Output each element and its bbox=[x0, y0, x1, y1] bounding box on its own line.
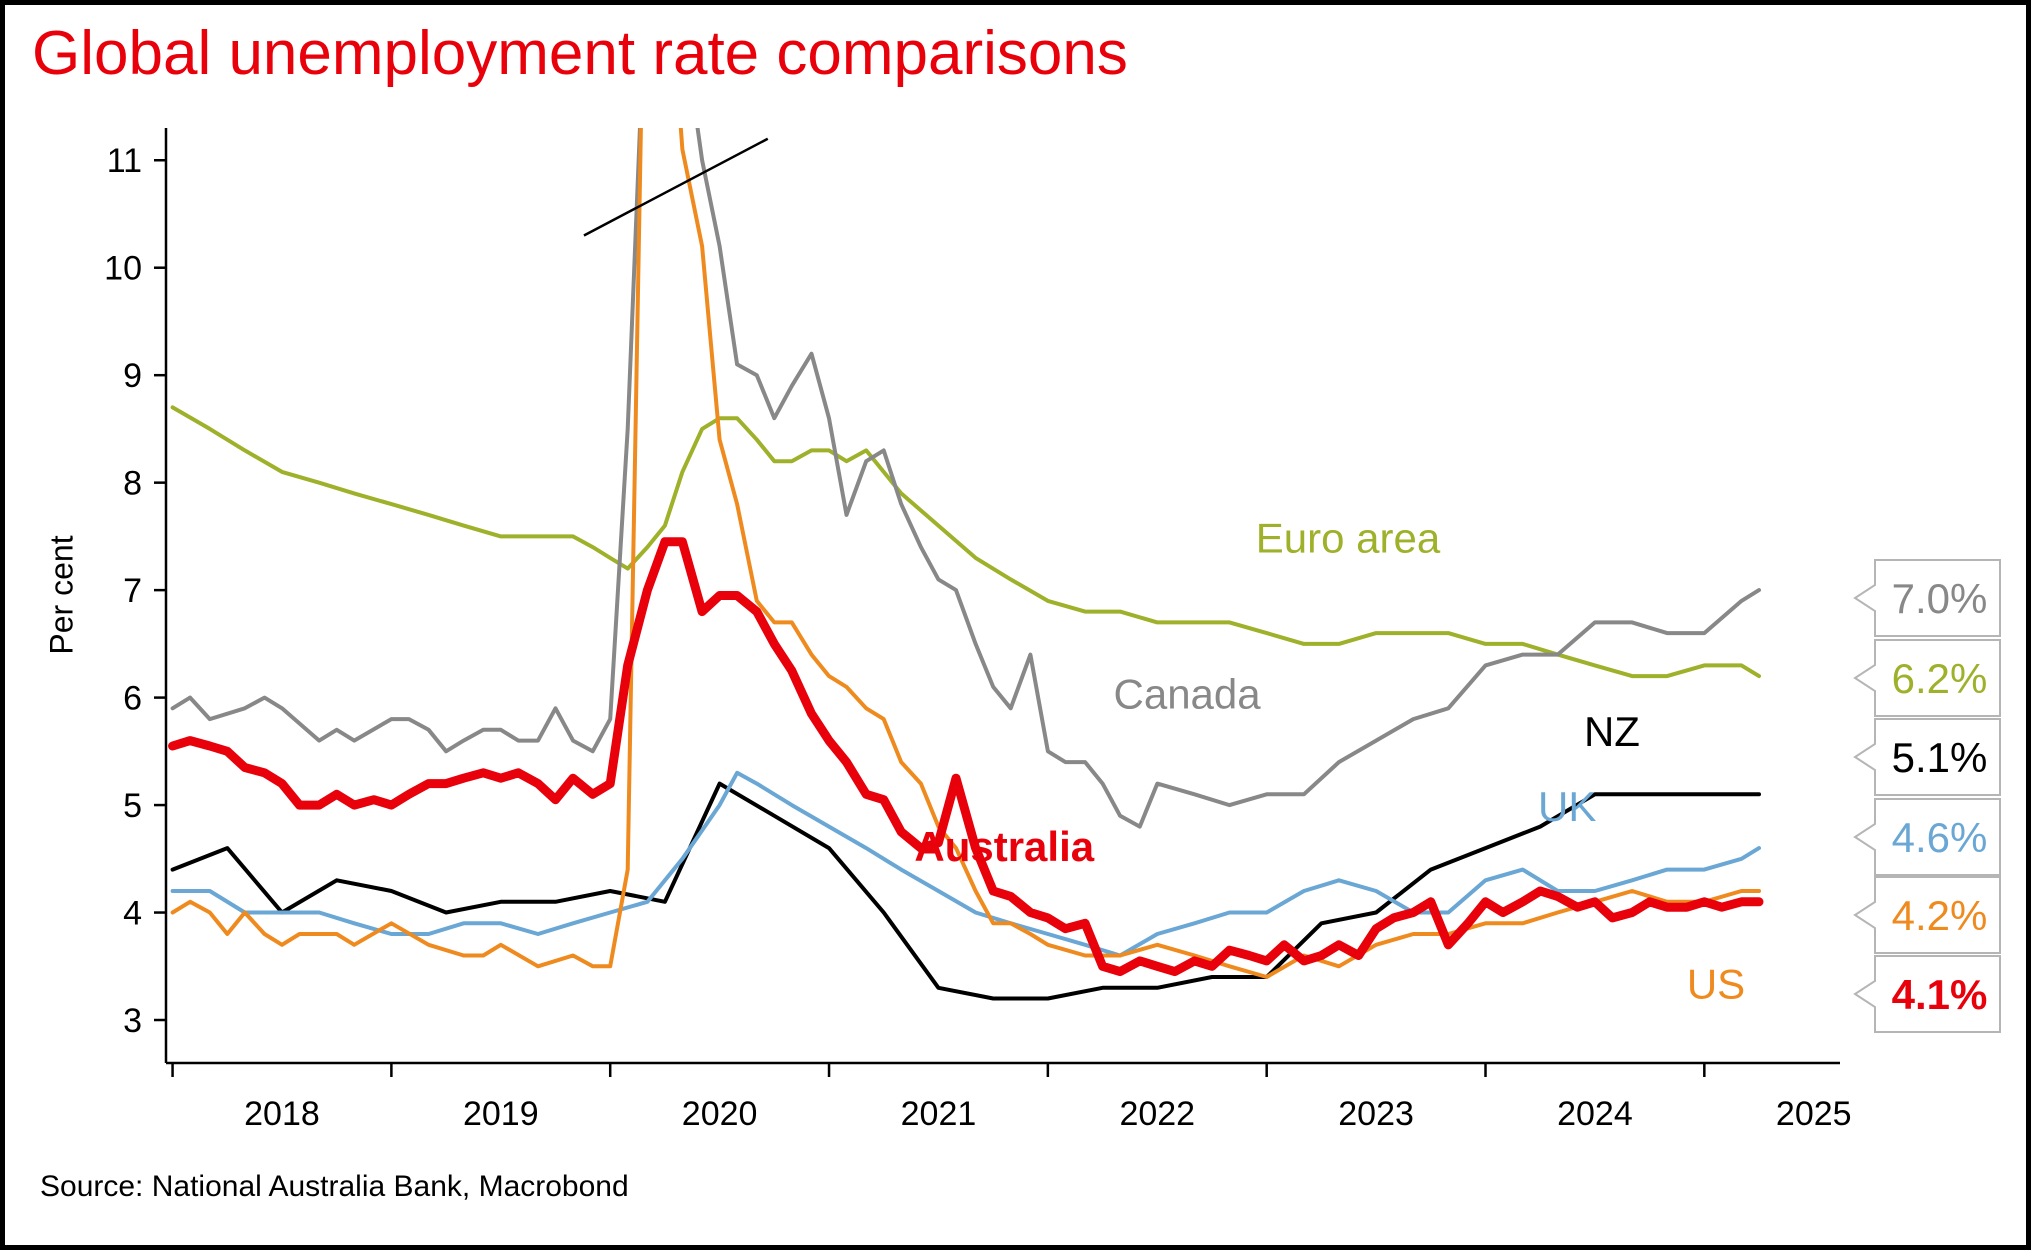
y-tick-label: 8 bbox=[123, 465, 142, 503]
chart-title: Global unemployment rate comparisons bbox=[32, 19, 1128, 88]
series-label-euro-area: Euro area bbox=[1256, 515, 1441, 562]
x-tick-label: 2021 bbox=[901, 1095, 977, 1133]
x-tick-label: 2023 bbox=[1338, 1095, 1414, 1133]
end-label-canada: 7.0% bbox=[1892, 575, 1988, 622]
y-tick-label: 5 bbox=[123, 787, 142, 825]
x-tick-label: 2020 bbox=[682, 1095, 758, 1133]
axis-break-line bbox=[583, 137, 769, 237]
end-label-australia: 4.1% bbox=[1892, 971, 1988, 1018]
end-value-labels: 7.0% 6.2% 5.1% 4.6% 4.2% 4.1% bbox=[1853, 559, 2001, 1033]
series-line-euro-area bbox=[170, 405, 1761, 679]
y-tick-label: 10 bbox=[104, 250, 142, 288]
series-label-nz: NZ bbox=[1584, 708, 1640, 755]
end-label-box-nz bbox=[1853, 718, 2001, 796]
series-line-uk bbox=[170, 770, 1761, 958]
end-label-uk: 4.6% bbox=[1892, 814, 1988, 861]
series-lines bbox=[168, 128, 1764, 1001]
end-label-box-canada bbox=[1853, 559, 2001, 637]
series-line-nz bbox=[170, 781, 1761, 1001]
end-label-us: 4.2% bbox=[1892, 892, 1988, 939]
end-label-box-us bbox=[1853, 876, 2001, 954]
series-line-us bbox=[170, 128, 1761, 979]
series-labels: Euro area Canada NZ UK US Australia bbox=[914, 515, 1745, 1008]
x-tick-label: 2019 bbox=[463, 1095, 539, 1133]
source-note: Source: National Australia Bank, Macrobo… bbox=[40, 1170, 629, 1203]
series-label-canada: Canada bbox=[1114, 670, 1262, 717]
y-tick-label: 7 bbox=[123, 572, 142, 610]
series-line-australia bbox=[168, 537, 1764, 977]
y-tick-label: 4 bbox=[123, 895, 142, 933]
end-label-box-australia bbox=[1853, 955, 2001, 1033]
series-line-canada bbox=[170, 128, 1761, 829]
end-label-nz: 5.1% bbox=[1892, 734, 1988, 781]
y-tick-label: 9 bbox=[123, 357, 142, 395]
axis-break-marker bbox=[583, 137, 769, 237]
y-tick-label: 11 bbox=[107, 142, 142, 180]
y-tick-label: 6 bbox=[123, 680, 142, 718]
x-tick-label: 2022 bbox=[1119, 1095, 1195, 1133]
end-label-box-euro-area bbox=[1853, 639, 2001, 717]
y-tick-label: 3 bbox=[123, 1002, 142, 1040]
x-tick-label: 2018 bbox=[244, 1095, 320, 1133]
x-tick-label: 2024 bbox=[1557, 1095, 1633, 1133]
x-tick-label: 2025 bbox=[1776, 1095, 1852, 1133]
series-label-uk: UK bbox=[1538, 783, 1596, 830]
axes: 3 4 5 6 7 8 9 10 11 2018 2019 2020 2021 2022 2023 2024 2… bbox=[104, 128, 1852, 1133]
end-label-box-uk bbox=[1853, 798, 2001, 876]
series-label-australia: Australia bbox=[914, 823, 1094, 870]
series-label-us: US bbox=[1687, 961, 1745, 1008]
end-label-euro-area: 6.2% bbox=[1892, 655, 1988, 702]
